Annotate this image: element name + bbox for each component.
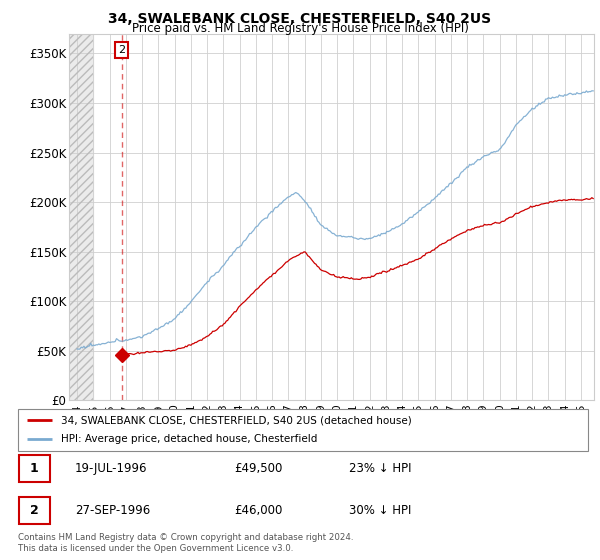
Text: 30% ↓ HPI: 30% ↓ HPI (349, 504, 411, 517)
Text: 19-JUL-1996: 19-JUL-1996 (75, 462, 148, 475)
Text: HPI: Average price, detached house, Chesterfield: HPI: Average price, detached house, Ches… (61, 435, 317, 445)
Text: £49,500: £49,500 (235, 462, 283, 475)
Text: 34, SWALEBANK CLOSE, CHESTERFIELD, S40 2US: 34, SWALEBANK CLOSE, CHESTERFIELD, S40 2… (109, 12, 491, 26)
Bar (69, 34, 94, 400)
Text: 2: 2 (30, 504, 38, 517)
Text: 1: 1 (30, 462, 38, 475)
Text: Price paid vs. HM Land Registry's House Price Index (HPI): Price paid vs. HM Land Registry's House … (131, 22, 469, 35)
FancyBboxPatch shape (19, 497, 50, 524)
FancyBboxPatch shape (18, 409, 588, 451)
Bar (69, 34, 94, 400)
FancyBboxPatch shape (19, 455, 50, 482)
Text: Contains HM Land Registry data © Crown copyright and database right 2024.
This d: Contains HM Land Registry data © Crown c… (18, 533, 353, 553)
Text: 23% ↓ HPI: 23% ↓ HPI (349, 462, 411, 475)
Text: 2: 2 (118, 45, 125, 55)
Text: 27-SEP-1996: 27-SEP-1996 (75, 504, 150, 517)
Text: 34, SWALEBANK CLOSE, CHESTERFIELD, S40 2US (detached house): 34, SWALEBANK CLOSE, CHESTERFIELD, S40 2… (61, 415, 412, 425)
Text: £46,000: £46,000 (235, 504, 283, 517)
